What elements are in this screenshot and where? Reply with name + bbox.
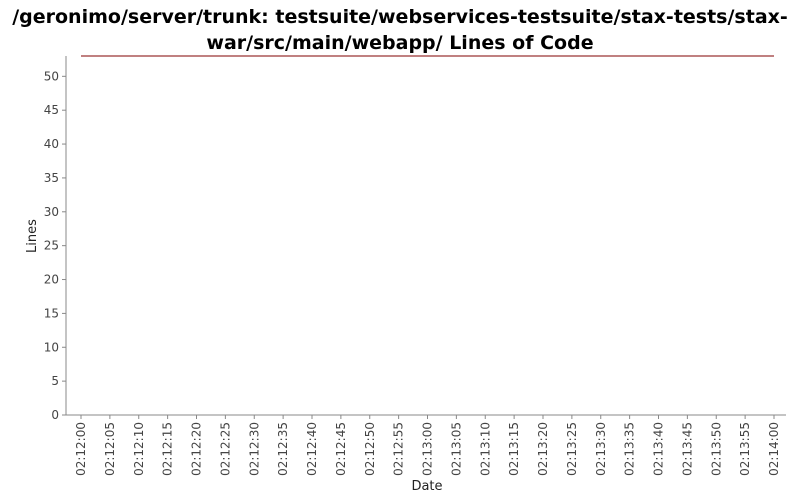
x-axis-label: Date [411, 479, 442, 494]
x-tick-label: 02:13:30 [594, 422, 608, 476]
y-axis-label: Lines [25, 219, 40, 253]
x-tick-label: 02:13:35 [623, 422, 637, 476]
y-tick-label: 40 [44, 137, 59, 151]
chart-title-line-1: /geronimo/server/trunk: testsuite/webser… [12, 6, 788, 28]
y-tick-label: 10 [44, 340, 59, 354]
x-tick-label: 02:13:25 [565, 422, 579, 476]
x-tick-label: 02:12:40 [305, 422, 319, 476]
x-tick-label: 02:12:25 [218, 422, 232, 476]
x-tick-label: 02:13:20 [536, 422, 550, 476]
x-tick-label: 02:12:45 [334, 422, 348, 476]
x-tick-label: 02:13:00 [421, 422, 435, 476]
y-tick-label: 45 [44, 103, 59, 117]
x-axis-ticks: 02:12:00 02:12:05 02:12:10 02:12:15 02:12:20… [74, 415, 781, 476]
x-tick-label: 02:13:05 [449, 422, 463, 476]
x-tick-label: 02:12:05 [103, 422, 117, 476]
y-tick-label: 20 [44, 273, 59, 287]
x-tick-label: 02:12:50 [363, 422, 377, 476]
x-tick-label: 02:12:15 [161, 422, 175, 476]
x-tick-label: 02:13:40 [652, 422, 666, 476]
y-tick-label: 25 [44, 239, 59, 253]
x-tick-label: 02:13:50 [709, 422, 723, 476]
x-tick-label: 02:13:45 [680, 422, 694, 476]
x-tick-label: 02:12:20 [190, 422, 204, 476]
y-axis-ticks: 0 5 10 15 20 25 30 35 40 45 50 [44, 69, 66, 422]
x-tick-label: 02:12:00 [74, 422, 88, 476]
y-tick-label: 50 [44, 69, 59, 83]
chart-title-line-2: war/src/main/webapp/ Lines of Code [206, 32, 594, 54]
x-tick-label: 02:13:15 [507, 422, 521, 476]
chart-title: /geronimo/server/trunk: testsuite/webser… [0, 4, 800, 56]
x-tick-label: 02:14:00 [767, 422, 781, 476]
y-tick-label: 5 [51, 374, 59, 388]
x-tick-label: 02:13:55 [738, 422, 752, 476]
y-tick-label: 35 [44, 171, 59, 185]
x-tick-label: 02:12:55 [392, 422, 406, 476]
plot-background [66, 56, 786, 415]
x-tick-label: 02:12:10 [132, 422, 146, 476]
y-tick-label: 30 [44, 205, 59, 219]
x-tick-label: 02:12:30 [247, 422, 261, 476]
x-tick-label: 02:13:10 [478, 422, 492, 476]
x-tick-label: 02:12:35 [276, 422, 290, 476]
y-tick-label: 15 [44, 306, 59, 320]
y-tick-label: 0 [51, 408, 59, 422]
